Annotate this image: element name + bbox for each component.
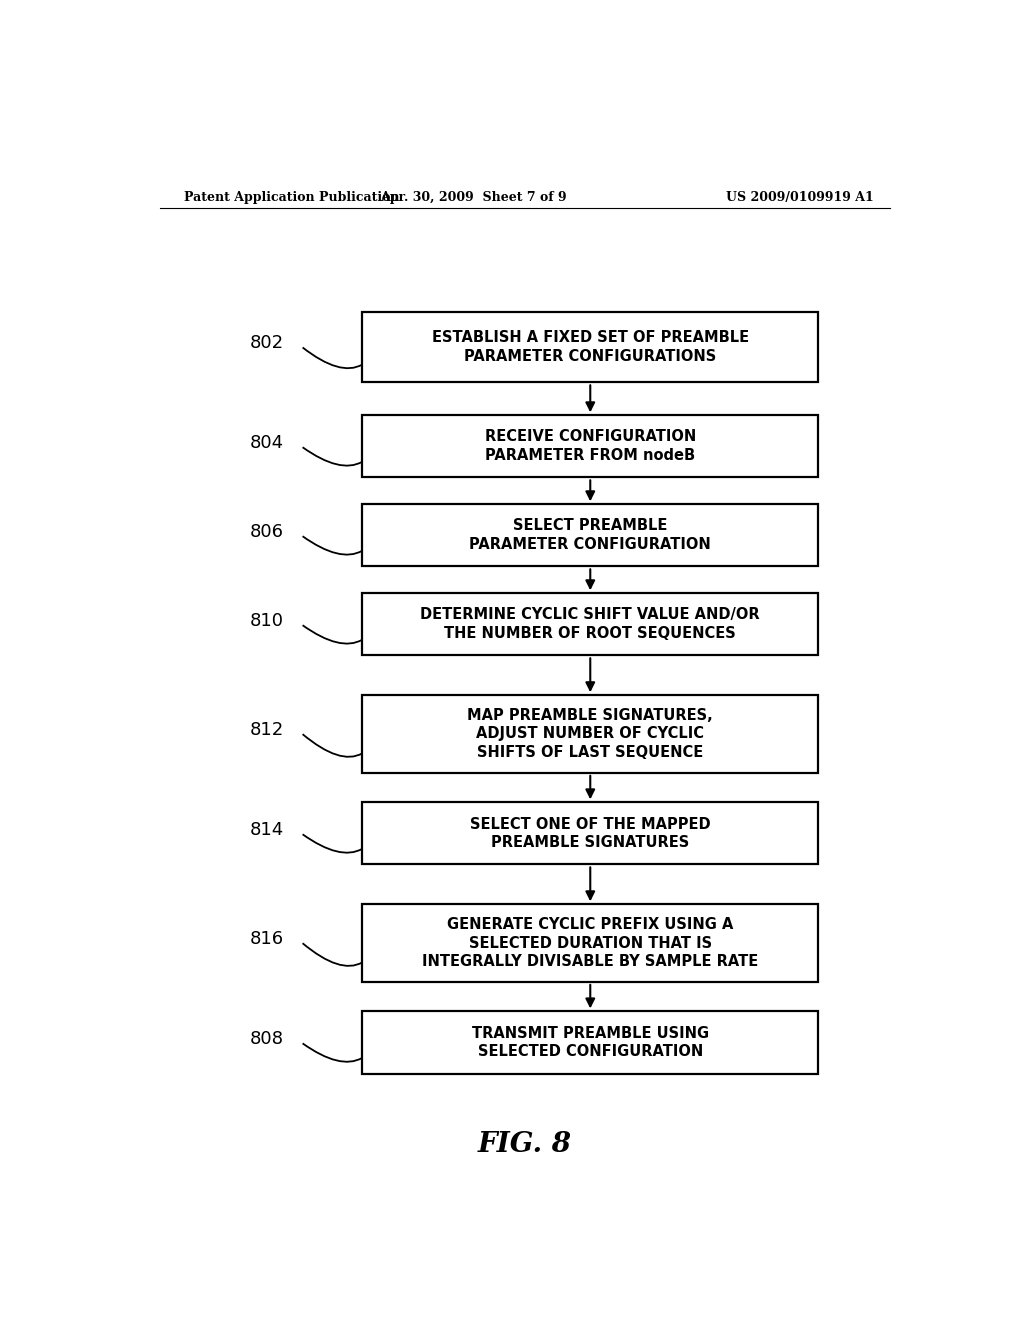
Text: 804: 804 (250, 434, 284, 453)
Bar (362, 904, 818, 982)
Text: SELECT PREAMBLE
PARAMETER CONFIGURATION: SELECT PREAMBLE PARAMETER CONFIGURATION (469, 519, 711, 552)
Text: 802: 802 (250, 334, 284, 352)
Bar (362, 1011, 818, 1073)
Bar (362, 504, 818, 566)
Text: ESTABLISH A FIXED SET OF PREAMBLE
PARAMETER CONFIGURATIONS: ESTABLISH A FIXED SET OF PREAMBLE PARAME… (432, 330, 749, 364)
Text: GENERATE CYCLIC PREFIX USING A
SELECTED DURATION THAT IS
INTEGRALLY DIVISABLE BY: GENERATE CYCLIC PREFIX USING A SELECTED … (422, 917, 759, 969)
Bar (362, 312, 818, 383)
Text: 812: 812 (250, 721, 284, 739)
Text: 810: 810 (250, 612, 284, 630)
Text: RECEIVE CONFIGURATION
PARAMETER FROM nodeB: RECEIVE CONFIGURATION PARAMETER FROM nod… (484, 429, 696, 463)
Text: Patent Application Publication: Patent Application Publication (183, 190, 399, 203)
Text: 814: 814 (250, 821, 284, 840)
Text: MAP PREAMBLE SIGNATURES,
ADJUST NUMBER OF CYCLIC
SHIFTS OF LAST SEQUENCE: MAP PREAMBLE SIGNATURES, ADJUST NUMBER O… (467, 708, 713, 760)
Text: 808: 808 (250, 1031, 284, 1048)
Bar (362, 416, 818, 478)
Text: TRANSMIT PREAMBLE USING
SELECTED CONFIGURATION: TRANSMIT PREAMBLE USING SELECTED CONFIGU… (472, 1026, 709, 1059)
Bar (362, 696, 818, 774)
Text: SELECT ONE OF THE MAPPED
PREAMBLE SIGNATURES: SELECT ONE OF THE MAPPED PREAMBLE SIGNAT… (470, 817, 711, 850)
Text: 816: 816 (250, 931, 284, 948)
Bar (362, 803, 818, 865)
Text: US 2009/0109919 A1: US 2009/0109919 A1 (726, 190, 873, 203)
Text: 806: 806 (250, 523, 284, 541)
Text: FIG. 8: FIG. 8 (478, 1131, 571, 1158)
Bar (362, 593, 818, 655)
Text: DETERMINE CYCLIC SHIFT VALUE AND/OR
THE NUMBER OF ROOT SEQUENCES: DETERMINE CYCLIC SHIFT VALUE AND/OR THE … (421, 607, 760, 642)
Text: Apr. 30, 2009  Sheet 7 of 9: Apr. 30, 2009 Sheet 7 of 9 (380, 190, 566, 203)
